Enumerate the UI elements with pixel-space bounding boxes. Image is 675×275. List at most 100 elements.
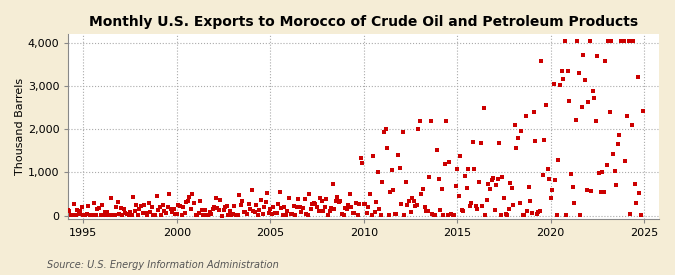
Point [520, 113, 531, 118]
Point [364, 192, 375, 196]
Point [589, 96, 599, 101]
Point [162, 205, 173, 210]
Point [125, 210, 136, 214]
Point [600, 58, 611, 63]
Point [175, 204, 186, 208]
Point [550, 178, 561, 182]
Point [325, 206, 336, 211]
Point [115, 206, 126, 211]
Point [405, 210, 416, 214]
Point [223, 212, 234, 217]
Point [576, 105, 587, 109]
Point [195, 199, 206, 203]
Point [427, 211, 437, 216]
Point [346, 205, 356, 209]
Point [558, 77, 568, 82]
Point [512, 135, 523, 140]
Point [504, 207, 514, 211]
Point [290, 213, 300, 217]
Point [492, 177, 503, 181]
Point [431, 147, 442, 152]
Point [398, 129, 408, 134]
Point [204, 210, 215, 214]
Point [551, 213, 562, 217]
Point [89, 201, 100, 205]
Point [637, 109, 648, 114]
Point [59, 209, 70, 213]
Point [444, 160, 455, 165]
Point [332, 195, 343, 199]
Point [114, 212, 125, 216]
Point [485, 187, 495, 191]
Point [257, 212, 268, 217]
Point [414, 119, 425, 123]
Point [456, 208, 467, 213]
Point [419, 205, 430, 209]
Point [533, 210, 543, 214]
Point [145, 209, 156, 214]
Point [302, 213, 313, 218]
Point [352, 213, 363, 218]
Point [92, 207, 103, 212]
Point [227, 211, 238, 216]
Point [156, 213, 167, 217]
Point [425, 119, 436, 123]
Point [447, 213, 458, 217]
Point [246, 188, 257, 192]
Point [480, 213, 491, 218]
Point [360, 202, 371, 207]
Point [202, 213, 213, 218]
Point [130, 209, 140, 213]
Point [514, 201, 525, 205]
Point [393, 153, 404, 158]
Point [188, 201, 199, 205]
Point [294, 205, 305, 209]
Point [366, 213, 377, 217]
Point [120, 211, 131, 215]
Point [536, 58, 547, 63]
Point [259, 205, 269, 209]
Point [548, 82, 559, 87]
Point [379, 130, 389, 134]
Point [553, 158, 564, 163]
Point [315, 196, 325, 200]
Point [117, 213, 128, 217]
Point [399, 213, 410, 218]
Point [568, 201, 579, 205]
Point [134, 206, 145, 211]
Point [72, 208, 82, 213]
Point [198, 212, 209, 217]
Point [474, 180, 485, 185]
Point [573, 71, 584, 75]
Point [321, 197, 332, 201]
Point [629, 182, 640, 186]
Point [374, 207, 385, 212]
Point [161, 211, 171, 216]
Point [623, 39, 634, 43]
Point [221, 204, 232, 208]
Point [421, 208, 431, 213]
Point [547, 188, 558, 192]
Point [383, 213, 394, 218]
Point [298, 206, 308, 210]
Point [634, 191, 645, 195]
Point [155, 205, 165, 210]
Point [80, 213, 90, 218]
Point [338, 213, 349, 218]
Point [139, 203, 150, 207]
Point [78, 213, 89, 217]
Point [500, 212, 511, 216]
Point [157, 203, 168, 207]
Point [463, 167, 474, 171]
Point [69, 202, 80, 206]
Point [561, 213, 572, 218]
Point [277, 213, 288, 218]
Point [220, 205, 231, 209]
Point [190, 213, 201, 217]
Point [487, 176, 498, 180]
Point [285, 211, 296, 216]
Point [61, 213, 72, 217]
Point [555, 83, 566, 87]
Point [254, 208, 265, 213]
Point [470, 204, 481, 208]
